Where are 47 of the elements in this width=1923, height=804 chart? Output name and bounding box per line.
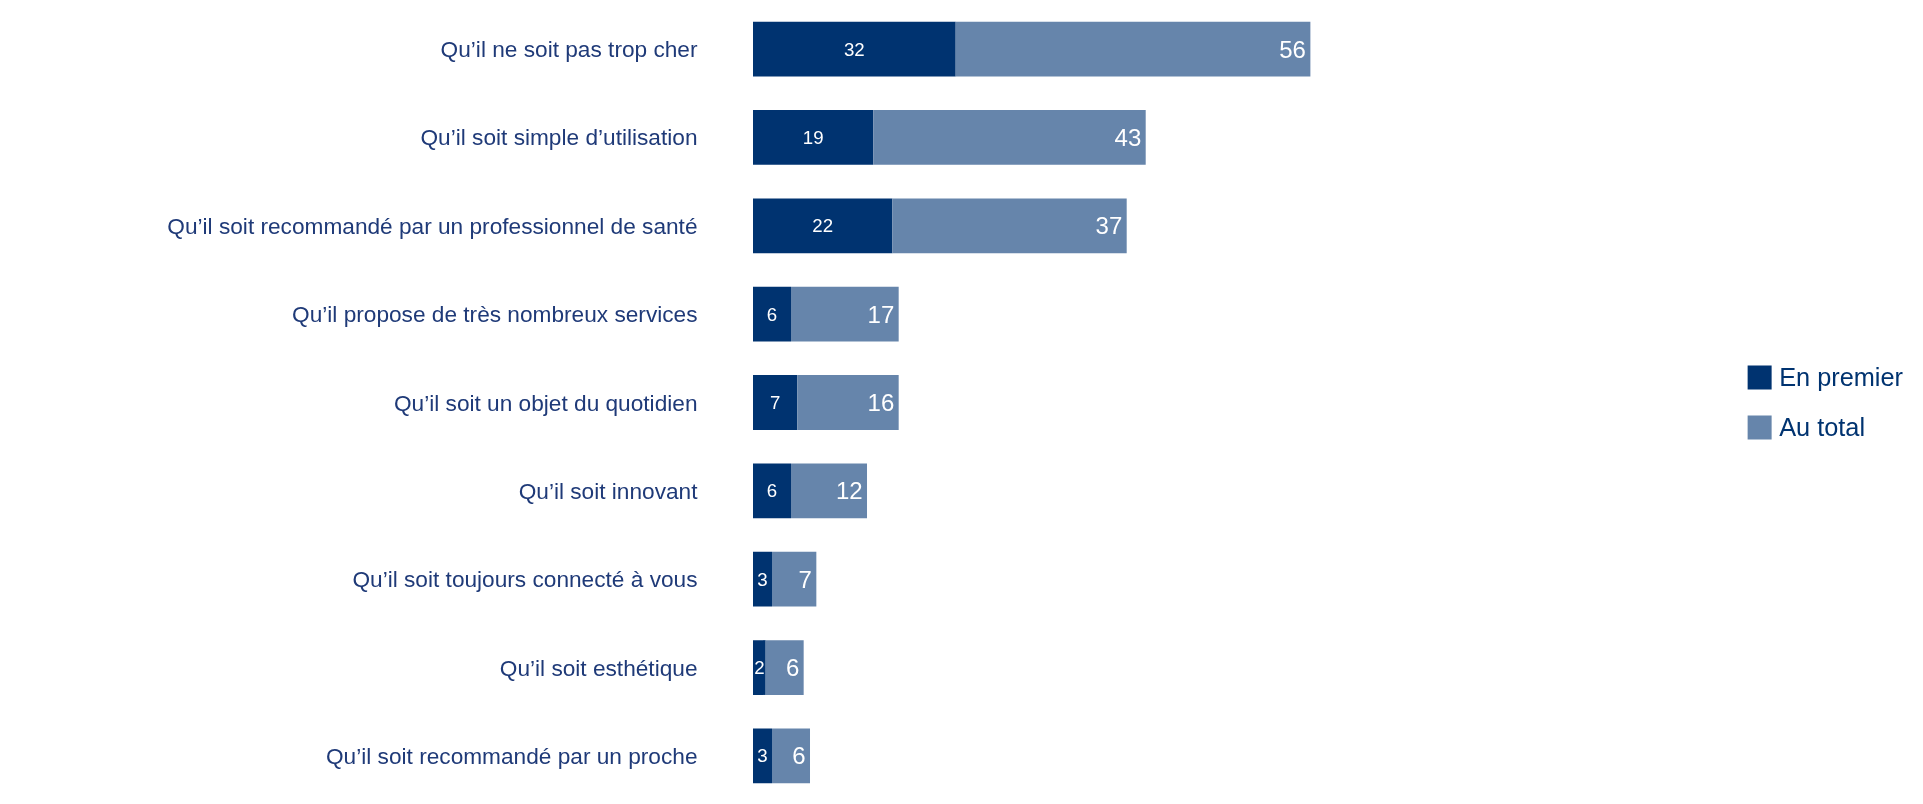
data-label: 6	[766, 480, 778, 502]
bar	[753, 286, 791, 342]
data-label: 2	[754, 657, 765, 679]
data-label: 19	[802, 126, 824, 148]
data-label: 3	[757, 745, 768, 767]
bar	[765, 640, 804, 695]
bar	[797, 375, 899, 430]
data-label: 7	[798, 565, 812, 593]
bar	[753, 551, 772, 607]
data-label: 37	[1095, 212, 1123, 240]
data-label: 22	[812, 215, 834, 237]
y-tick-label: Qu’il soit recommandé par un proche	[326, 742, 698, 769]
bar	[772, 728, 811, 784]
data-label: 6	[792, 742, 806, 770]
bar	[772, 551, 817, 607]
data-label: 56	[1279, 35, 1306, 63]
bar	[873, 110, 1146, 165]
y-tick-label: Qu’il soit un objet du quotidien	[393, 389, 698, 416]
data-label: 3	[757, 568, 768, 590]
y-tick-label: Qu’il soit toujours connecté à vous	[352, 566, 698, 593]
legend-label: En premier	[1779, 362, 1903, 392]
bar	[955, 21, 1311, 77]
bar	[753, 21, 956, 77]
data-label: 43	[1114, 123, 1142, 151]
bar	[753, 375, 798, 430]
bar	[892, 198, 1127, 254]
bar	[753, 640, 766, 695]
bar	[753, 463, 791, 519]
data-label: 6	[766, 303, 778, 325]
y-tick-label: Qu’il soit simple d’utilisation	[420, 124, 698, 151]
y-tick-label: Qu’il soit esthétique	[499, 654, 698, 681]
bar	[753, 110, 874, 165]
data-label: 7	[769, 392, 781, 413]
y-tick-label: Qu’il soit recommandé par un professionnel de santé	[167, 212, 698, 239]
data-label: 6	[785, 654, 800, 682]
data-label: 16	[867, 389, 895, 416]
bar	[753, 728, 772, 784]
data-label: 32	[843, 38, 865, 60]
y-tick-label: Qu’il soit innovant	[518, 477, 699, 504]
bar	[753, 198, 893, 254]
bar	[791, 463, 868, 519]
data-label: 17	[867, 300, 895, 328]
legend-label: Au total	[1779, 412, 1866, 442]
y-tick-label: Qu’il ne soit pas trop cher	[440, 36, 698, 63]
bar	[791, 286, 899, 342]
data-label: 12	[835, 477, 863, 505]
y-tick-label: Qu’il propose de très nombreux services	[292, 301, 698, 328]
